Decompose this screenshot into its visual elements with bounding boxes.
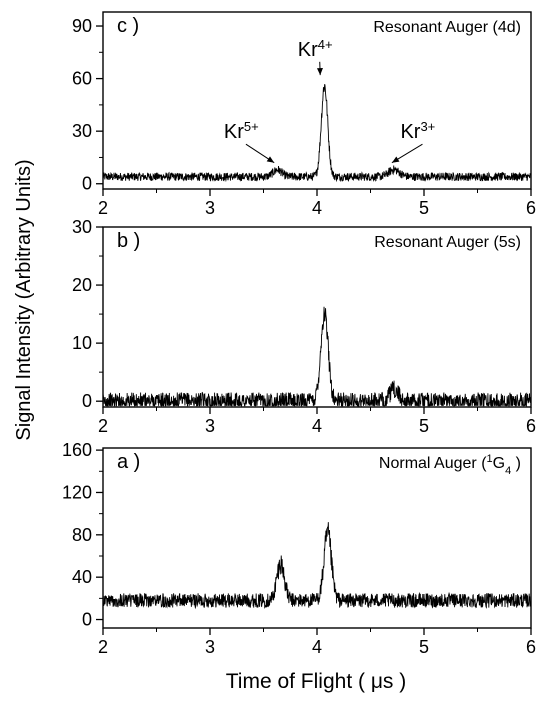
x-tick-label: 3	[205, 637, 215, 657]
x-tick-label: 4	[312, 198, 322, 218]
ion-label-kr5plus: Kr5+	[224, 119, 259, 144]
signal-trace	[102, 522, 532, 610]
x-tick-label: 2	[98, 637, 108, 657]
x-axis-label: Time of Flight ( μs )	[226, 670, 407, 693]
panel-title: Resonant Auger (4d)	[373, 19, 521, 36]
x-tick-label: 6	[526, 198, 536, 218]
x-tick-label: 2	[98, 416, 108, 436]
y-tick-label: 160	[62, 440, 92, 460]
x-tick-label: 5	[419, 637, 429, 657]
panel-title: Resonant Auger (5s)	[374, 234, 521, 251]
ion-label-kr4plus: Kr4+	[298, 36, 333, 61]
y-tick-label: 0	[82, 174, 92, 194]
y-tick-label: 40	[72, 567, 92, 587]
plot-frame	[102, 226, 532, 408]
y-tick-label: 80	[72, 525, 92, 545]
x-tick-label: 4	[312, 637, 322, 657]
panel-label: c )	[117, 15, 139, 37]
x-tick-label: 4	[312, 416, 322, 436]
y-tick-label: 120	[62, 482, 92, 502]
annotation-arrowhead	[316, 67, 323, 76]
x-tick-label: 5	[419, 416, 429, 436]
signal-trace	[102, 306, 532, 408]
ion-label-kr3plus: Kr3+	[400, 119, 435, 144]
y-tick-label: 0	[82, 610, 92, 630]
x-tick-label: 6	[526, 416, 536, 436]
panel-a: 2 3 4 5 6 0 40 80 120 160 a ) Normal Auger (1G4 )	[62, 440, 536, 657]
panel-title: Normal Auger (1G4 )	[379, 453, 521, 477]
x-tick-label: 3	[205, 416, 215, 436]
x-tick-label: 3	[205, 198, 215, 218]
y-tick-label: 30	[72, 217, 92, 237]
annotation-arrowhead	[391, 156, 400, 163]
x-tick-label: 2	[98, 198, 108, 218]
signal-trace	[102, 84, 532, 183]
panel-label: b )	[117, 230, 140, 252]
y-tick-label: 60	[72, 69, 92, 89]
y-tick-label: 90	[72, 16, 92, 36]
panel-label: a )	[117, 451, 140, 473]
y-tick-label: 30	[72, 121, 92, 141]
x-tick-label: 5	[419, 198, 429, 218]
y-tick-label: 0	[82, 391, 92, 411]
y-axis-label: Signal Intensity (Arbitrary Units)	[13, 159, 35, 440]
y-tick-label: 10	[72, 333, 92, 353]
y-tick-label: 20	[72, 275, 92, 295]
panel-b: 2 3 4 5 6 0 10 20 30 b ) Resonant Auger (5s)	[72, 217, 536, 436]
annotation-arrowhead	[266, 156, 275, 163]
x-tick-label: 6	[526, 637, 536, 657]
